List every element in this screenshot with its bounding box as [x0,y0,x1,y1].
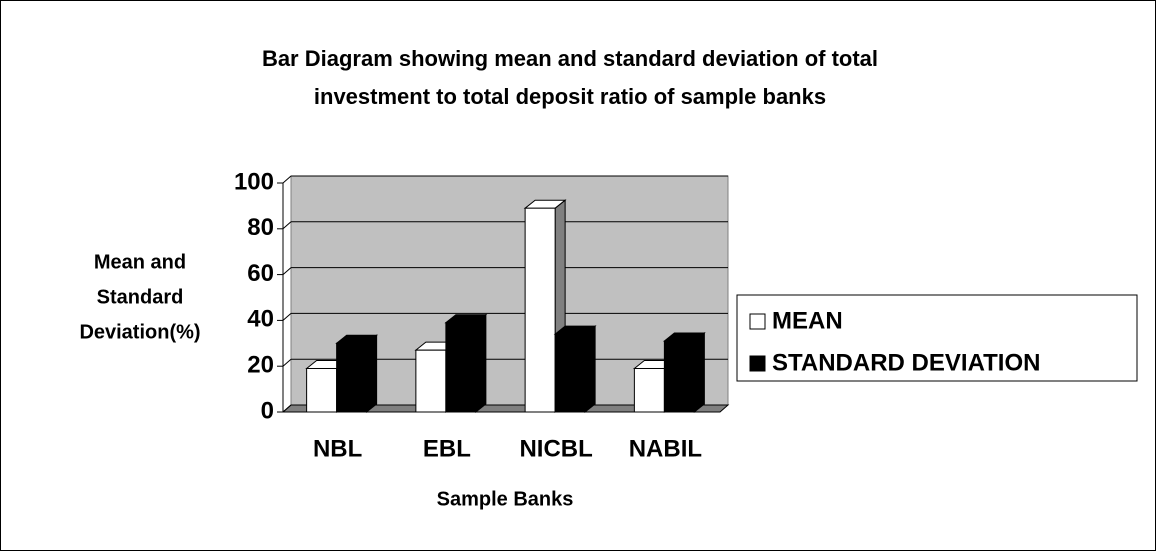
y-tick-label: 20 [247,352,274,379]
y-axis-label: Standard [97,286,184,308]
tick-connector [282,313,292,321]
bar-front [524,207,556,413]
tick-connector [282,358,292,367]
x-axis-label: Sample Banks [437,488,574,510]
x-tick-label: NBL [313,435,362,462]
bar-front [554,333,586,413]
y-tick-label: 40 [247,306,274,333]
bar [444,313,488,414]
bar-side [584,325,596,414]
tick-connector [282,221,292,230]
bar-front [663,340,695,413]
y-tick-label: 80 [247,214,274,241]
bar-front [415,349,447,413]
bar-side [475,313,487,414]
legend-swatch [749,313,766,330]
legend-label: STANDARD DEVIATION [772,349,1040,376]
y-axis-label: Mean and [94,251,186,273]
bar-front [336,342,368,413]
chart-title: investment to total deposit ratio of sam… [314,84,826,109]
bar [662,331,706,414]
bar [335,334,379,414]
y-tick-label: 0 [261,397,274,424]
x-tick-label: NICBL [519,435,592,462]
y-tick-label: 100 [234,168,274,195]
bar-front [633,367,665,413]
legend-swatch [749,355,766,372]
bar-side [366,334,378,414]
legend-box [736,294,1138,382]
tick-connector [282,267,292,275]
tick-connector [282,404,292,413]
x-tick-label: EBL [423,435,471,462]
y-tick-label: 60 [247,260,274,287]
bar-front [306,367,338,413]
bar-side [693,331,705,414]
legend-label: MEAN [772,307,843,334]
bar [553,325,597,414]
bar-front [445,322,477,413]
chart-title: Bar Diagram showing mean and standard de… [262,46,878,71]
x-tick-label: NABIL [629,435,702,462]
y-axis-label: Deviation(%) [79,321,200,343]
tick-connector [282,175,292,184]
